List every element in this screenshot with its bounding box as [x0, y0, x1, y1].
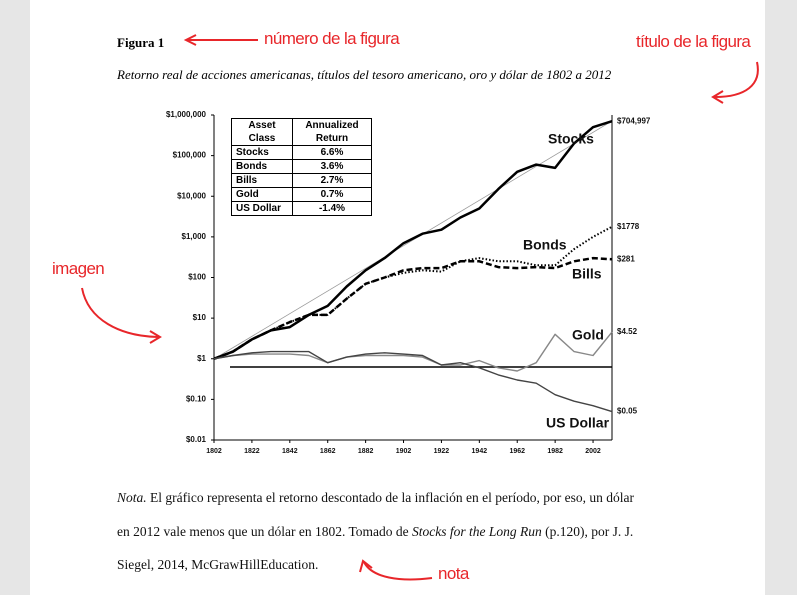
table-cell: Stocks: [231, 145, 293, 160]
table-row: Stocks 6.6%: [231, 145, 372, 160]
table-cell: 3.6%: [292, 159, 372, 174]
end-label: $0.05: [617, 407, 638, 416]
series-label: Stocks: [548, 131, 594, 147]
note-text: Siegel, 2014, McGrawHillEducation.: [117, 557, 319, 572]
note-text: en 2012 vale menos que un dólar en 1802.…: [117, 524, 409, 539]
y-tick-label: $1,000,000: [166, 110, 207, 119]
note-line: Nota. El gráfico representa el retorno d…: [117, 490, 634, 506]
series-label: Gold: [572, 327, 604, 343]
series-label: Bonds: [523, 237, 567, 253]
table-header: Asset Class: [231, 118, 293, 146]
annotation-title: título de la figura: [636, 32, 751, 51]
y-tick-label: $1: [197, 354, 206, 363]
y-tick-label: $1,000: [182, 232, 207, 241]
end-label: $281: [617, 254, 635, 263]
y-tick-label: $0.01: [186, 435, 207, 444]
note-text: El gráfico representa el retorno descont…: [150, 490, 634, 505]
series-line: [213, 256, 613, 360]
note-line: en 2012 vale menos que un dólar en 1802.…: [117, 524, 633, 540]
annotation-arrows: [81, 34, 759, 581]
y-tick-label: $100,000: [173, 151, 207, 160]
source-title: Stocks for the Long Run: [412, 524, 542, 539]
table-row: Gold 0.7%: [231, 187, 372, 202]
x-tick-label: 1982: [547, 448, 563, 455]
arrow-note: [359, 559, 433, 581]
figure-number: Figura 1: [117, 35, 165, 50]
x-tick-label: 2002: [585, 448, 601, 455]
table-cell: -1.4%: [292, 201, 372, 216]
note-line: Siegel, 2014, McGrawHillEducation.: [117, 557, 318, 573]
table-row: Bills 2.7%: [231, 173, 372, 188]
table-row: Bonds 3.6%: [231, 159, 372, 174]
end-label: $704,997: [617, 116, 651, 125]
page: [30, 0, 765, 595]
table-cell: 0.7%: [292, 187, 372, 202]
x-tick-label: 1882: [358, 448, 374, 455]
annotation-number: número de la figura: [264, 29, 400, 48]
series-line: [213, 331, 613, 372]
y-tick-label: $100: [188, 273, 206, 282]
note-text: (p.120), por J. J.: [545, 524, 634, 539]
x-tick-label: 1902: [396, 448, 412, 455]
table-header: Annualized Return: [292, 118, 372, 146]
annotation-image: imagen: [52, 259, 105, 278]
end-label: $1778: [617, 222, 640, 231]
figure-title: Retorno real de acciones americanas, tít…: [117, 67, 612, 82]
table-cell: Bills: [231, 173, 293, 188]
table-cell: Gold: [231, 187, 293, 202]
table-cell: 6.6%: [292, 145, 372, 160]
series-line: [213, 120, 613, 360]
arrow-number: [183, 34, 258, 46]
trend-line: [213, 120, 613, 360]
x-tick-label: 1962: [509, 448, 525, 455]
y-tick-label: $10,000: [177, 191, 206, 200]
x-tick-label: 1862: [320, 448, 336, 455]
x-tick-label: 1802: [206, 448, 222, 455]
end-label: $4.52: [617, 327, 638, 336]
arrow-image: [81, 287, 162, 344]
series-line: [213, 350, 613, 413]
table-cell: Bonds: [231, 159, 293, 174]
table-cell: 2.7%: [292, 173, 372, 188]
note-label: Nota.: [117, 490, 147, 505]
table-row: US Dollar -1.4%: [231, 201, 372, 216]
x-tick-label: 1822: [244, 448, 260, 455]
series-label: US Dollar: [546, 415, 610, 431]
arrow-title: [711, 61, 759, 104]
x-tick-label: 1942: [472, 448, 488, 455]
x-tick-label: 1922: [434, 448, 450, 455]
returns-table: Asset Class Annualized Return Stocks 6.6% B…: [231, 118, 372, 216]
series-label: Bills: [572, 266, 602, 282]
x-tick-label: 1842: [282, 448, 298, 455]
y-tick-label: $0.10: [186, 394, 207, 403]
annotation-note: nota: [438, 564, 469, 583]
y-tick-label: $10: [193, 313, 207, 322]
table-cell: US Dollar: [231, 201, 293, 216]
